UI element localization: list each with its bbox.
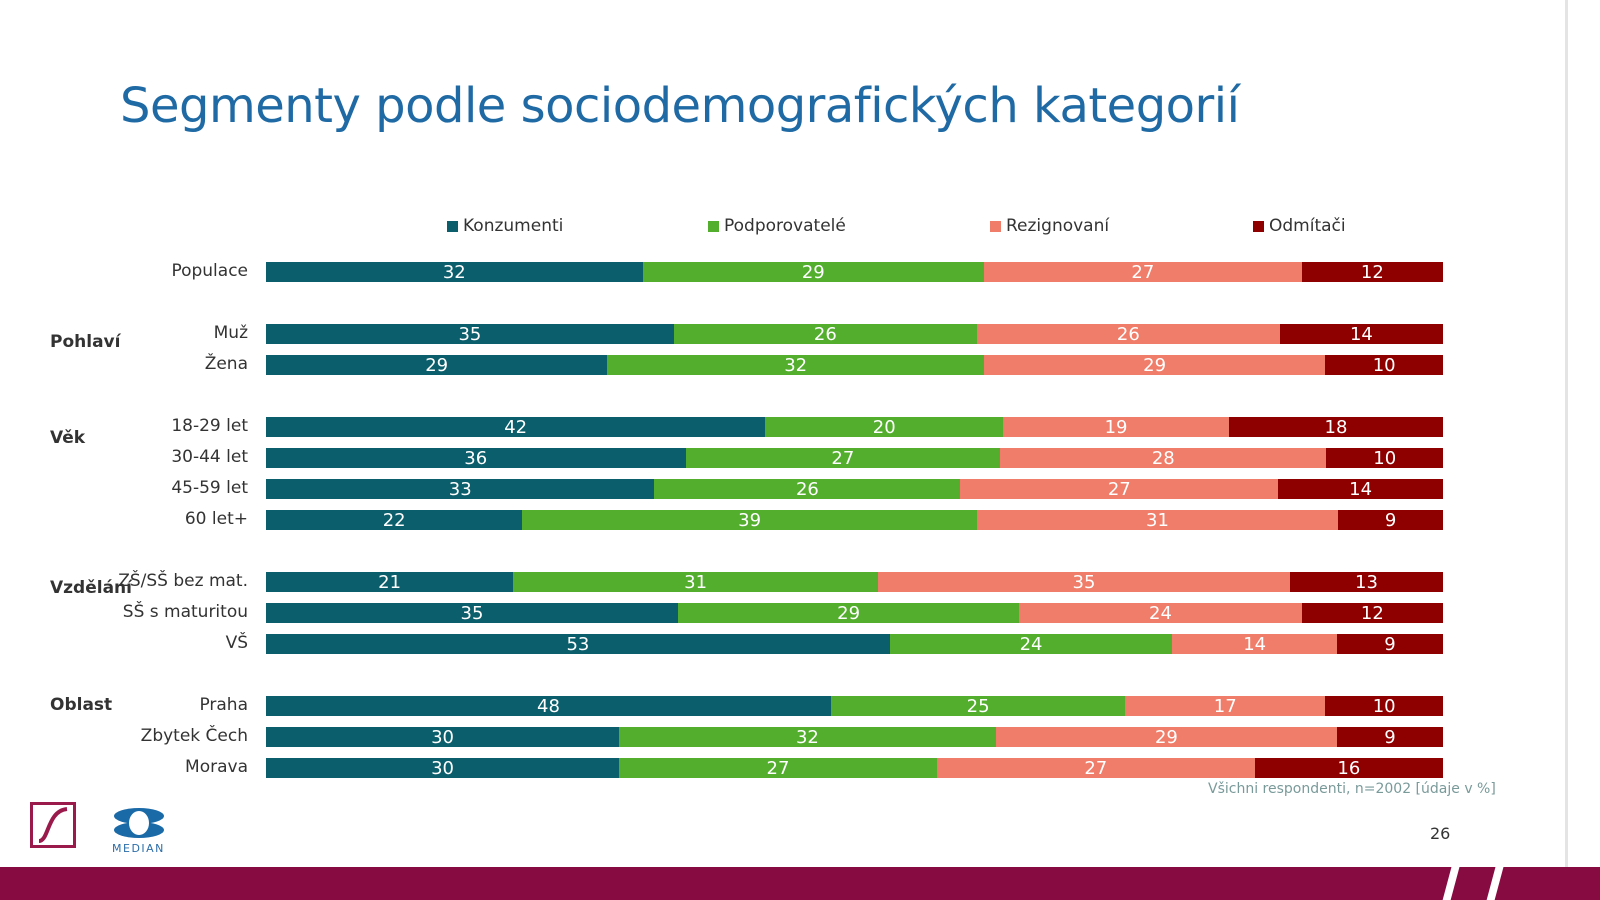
legend-item: Podporovatelé [708, 216, 846, 236]
row-label: Morava [185, 757, 248, 777]
row-label: 30-44 let [171, 447, 248, 467]
bar-segment: 26 [976, 324, 1280, 344]
bar-segment: 19 [1003, 417, 1229, 437]
bar-segment: 10 [1325, 355, 1443, 375]
bar-segment: 35 [266, 603, 678, 623]
bar-segment: 33 [266, 479, 655, 499]
row-label: SŠ s maturitou [122, 602, 248, 622]
bar-segment: 14 [1172, 634, 1338, 654]
row-label: Populace [171, 261, 248, 281]
bar-segment: 30 [266, 727, 620, 747]
bar-segment: 27 [685, 448, 1001, 468]
bar-segment: 16 [1254, 758, 1443, 778]
bar-segment: 12 [1301, 603, 1443, 623]
legend-swatch [990, 220, 1001, 232]
row-label: 18-29 let [171, 416, 248, 436]
legend-item: Odmítači [1253, 216, 1346, 236]
group-label: Pohlaví [50, 332, 121, 352]
bar-segment: 27 [960, 479, 1279, 499]
median-logo-text: MEDIAN [112, 842, 165, 855]
legend-label: Odmítači [1269, 216, 1346, 236]
bar-segment: 24 [889, 634, 1173, 654]
legend: Konzumenti Podporovatelé Rezignovaní Odmíta… [0, 216, 1600, 240]
bar-segment: 36 [266, 448, 686, 468]
bar-segment: 27 [983, 262, 1302, 282]
row-label: Žena [204, 354, 248, 374]
group-label: Věk [50, 428, 86, 448]
bar-segment: 21 [266, 572, 514, 592]
row-label: Zbytek Čech [140, 726, 248, 746]
row-label: ZŠ/SŠ bez mat. [118, 571, 248, 591]
bar-segment: 14 [1279, 324, 1443, 344]
legend-swatch [447, 220, 458, 232]
bar-segment: 32 [266, 262, 643, 282]
bar-segment: 22 [266, 510, 523, 530]
bar-segment: 39 [522, 510, 977, 530]
bar-segment: 31 [976, 510, 1339, 530]
bar-segment: 35 [266, 324, 674, 344]
row-label: Muž [213, 323, 248, 343]
footnote: Všichni respondenti, n=2002 [údaje v %] [1208, 781, 1496, 797]
legend-swatch [1253, 220, 1264, 232]
bar-segment: 31 [513, 572, 879, 592]
median-logo: MEDIAN [112, 806, 168, 856]
legend-label: Konzumenti [463, 216, 564, 236]
bar-segment: 26 [673, 324, 977, 344]
legend-swatch [708, 220, 719, 232]
bar-segment: 28 [1000, 448, 1327, 468]
slide-edge [1565, 0, 1568, 867]
bar-segment: 18 [1229, 417, 1443, 437]
bar-segment: 29 [677, 603, 1020, 623]
group-label: Vzdělání [50, 578, 132, 598]
bar-segment: 10 [1326, 448, 1443, 468]
legend-item: Konzumenti [447, 216, 563, 236]
bar-segment: 13 [1289, 572, 1443, 592]
bar-segment: 32 [607, 355, 984, 375]
bar-segment: 48 [266, 696, 831, 716]
bar-segment: 29 [642, 262, 984, 282]
bar-segment: 29 [983, 355, 1326, 375]
bar-segment: 9 [1337, 634, 1443, 654]
bar-segment: 9 [1338, 510, 1443, 530]
bar-segment: 10 [1325, 696, 1443, 716]
bar-segment: 26 [654, 479, 961, 499]
bar-segment: 29 [995, 727, 1338, 747]
row-label: Praha [199, 695, 248, 715]
group-label: Oblast [50, 695, 113, 715]
bar-segment: 12 [1301, 262, 1443, 282]
legend-item: Rezignovaní [990, 216, 1109, 236]
bar-segment: 14 [1278, 479, 1443, 499]
bar-segment: 35 [878, 572, 1290, 592]
row-label: VŠ [225, 633, 248, 653]
footer-band [0, 867, 1600, 900]
legend-label: Rezignovaní [1006, 216, 1110, 236]
bar-segment: 20 [765, 417, 1004, 437]
page-title: Segmenty podle sociodemografických kateg… [120, 78, 1240, 134]
bar-segment: 30 [266, 758, 620, 778]
row-label: 60 let+ [184, 509, 248, 529]
page-number: 26 [1430, 824, 1451, 843]
bar-segment: 9 [1337, 727, 1443, 747]
bar-segment: 32 [619, 727, 996, 747]
bar-segment: 27 [936, 758, 1255, 778]
bar-segment: 27 [619, 758, 937, 778]
bar-segment: 24 [1019, 603, 1302, 623]
legend-label: Podporovatelé [724, 216, 846, 236]
bar-segment: 53 [266, 634, 890, 654]
partner-logo [30, 802, 76, 848]
bar-segment: 29 [266, 355, 608, 375]
bar-segment: 17 [1125, 696, 1326, 716]
row-label: 45-59 let [171, 478, 248, 498]
bar-segment: 25 [830, 696, 1126, 716]
bar-segment: 42 [266, 417, 766, 437]
